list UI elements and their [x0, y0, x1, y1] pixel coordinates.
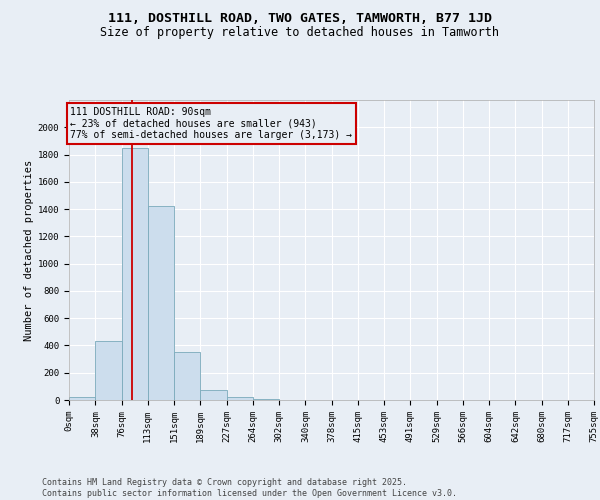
Bar: [95, 342, 122, 400]
Bar: [174, 352, 200, 400]
Bar: [69, 398, 95, 400]
Bar: [122, 148, 148, 400]
Text: 111 DOSTHILL ROAD: 90sqm
← 23% of detached houses are smaller (943)
77% of semi-: 111 DOSTHILL ROAD: 90sqm ← 23% of detach…: [70, 107, 352, 140]
Text: Size of property relative to detached houses in Tamworth: Size of property relative to detached ho…: [101, 26, 499, 39]
Bar: [200, 390, 227, 400]
Bar: [148, 206, 174, 400]
Bar: [227, 396, 253, 400]
Text: Contains HM Land Registry data © Crown copyright and database right 2025.
Contai: Contains HM Land Registry data © Crown c…: [42, 478, 457, 498]
Text: 111, DOSTHILL ROAD, TWO GATES, TAMWORTH, B77 1JD: 111, DOSTHILL ROAD, TWO GATES, TAMWORTH,…: [108, 12, 492, 26]
Y-axis label: Number of detached properties: Number of detached properties: [23, 160, 34, 340]
